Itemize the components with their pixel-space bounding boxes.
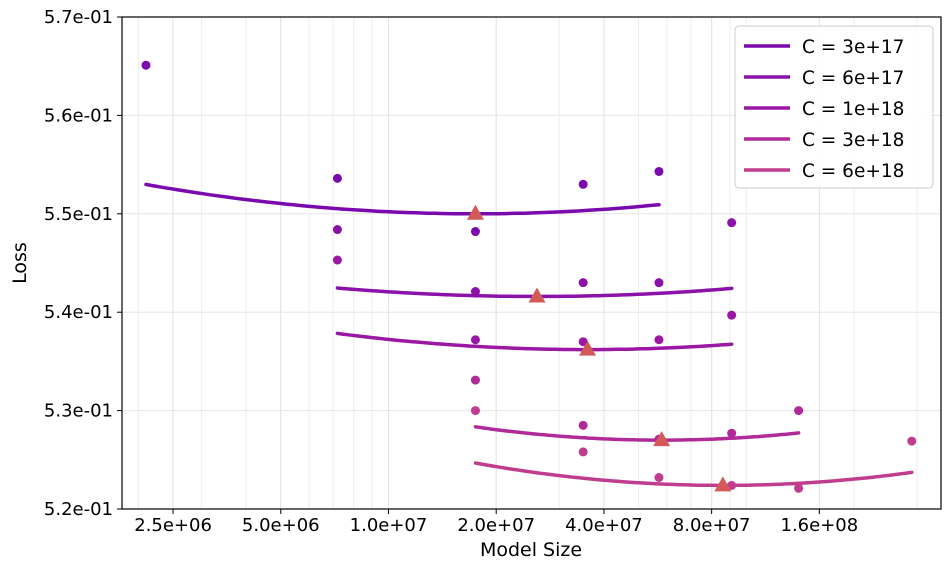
- data-point: [470, 227, 480, 237]
- data-point: [727, 310, 737, 320]
- data-point: [578, 337, 588, 347]
- data-point: [727, 218, 737, 228]
- x-tick-label: 5.0e+06: [242, 515, 320, 536]
- data-point: [794, 483, 804, 493]
- data-point: [470, 375, 480, 385]
- legend-label: C = 1e+18: [802, 99, 904, 120]
- grid: [122, 16, 941, 510]
- legend-label: C = 3e+17: [802, 37, 904, 58]
- data-point: [654, 335, 664, 345]
- data-point: [141, 60, 151, 70]
- y-tick-label: 5.6e-01: [44, 105, 113, 126]
- legend: C = 3e+17 C = 6e+17 C = 1e+18 C = 3e+18 C = …: [734, 25, 934, 189]
- optimal-marker: [466, 204, 484, 220]
- y-tick-label: 5.4e-01: [44, 302, 113, 323]
- data-point: [794, 406, 804, 416]
- data-point: [470, 287, 480, 297]
- data-point: [654, 473, 664, 483]
- data-point: [332, 173, 342, 183]
- x-axis-ticks: 2.5e+06 5.0e+06 1.0e+07 2.0e+07 4.0e+07 8.0e+…: [134, 509, 858, 536]
- optimal-markers: [466, 204, 732, 492]
- fit-curve: [335, 331, 734, 352]
- y-tick-label: 5.3e-01: [44, 401, 113, 422]
- legend-box: [734, 25, 934, 189]
- data-point: [654, 278, 664, 288]
- data-point: [654, 166, 664, 176]
- data-point: [578, 179, 588, 189]
- x-tick-label: 1.0e+07: [350, 515, 428, 536]
- data-point: [470, 406, 480, 416]
- fit-curve: [144, 182, 661, 216]
- optimal-marker: [579, 340, 597, 356]
- y-tick-label: 5.2e-01: [44, 499, 113, 520]
- fit-curve: [473, 425, 801, 442]
- optimal-marker: [714, 476, 732, 492]
- y-axis-ticks: 5.2e-01 5.3e-01 5.4e-01 5.5e-01 5.6e-01 5.7e-…: [44, 7, 122, 520]
- data-point: [332, 225, 342, 235]
- x-tick-label: 4.0e+07: [565, 515, 643, 536]
- data-point: [727, 480, 737, 490]
- x-tick-label: 8.0e+07: [673, 515, 751, 536]
- data-point: [907, 436, 917, 446]
- legend-label: C = 6e+18: [802, 161, 904, 182]
- x-tick-label: 2.0e+07: [457, 515, 535, 536]
- y-tick-label: 5.7e-01: [44, 7, 113, 28]
- data-point: [578, 420, 588, 430]
- fit-curve: [473, 461, 914, 488]
- x-tick-label: 2.5e+06: [134, 515, 212, 536]
- plot-frame: [121, 16, 942, 510]
- optimal-marker: [528, 287, 546, 303]
- data-point: [578, 278, 588, 288]
- data-point: [332, 255, 342, 265]
- data-point: [578, 447, 588, 457]
- optimal-marker: [653, 431, 671, 447]
- data-point: [727, 428, 737, 438]
- x-tick-label: 1.6e+08: [781, 515, 859, 536]
- legend-label: C = 6e+17: [802, 68, 904, 89]
- data-point: [470, 335, 480, 345]
- y-axis-title: Loss: [9, 242, 31, 284]
- x-axis-title: Model Size: [480, 539, 582, 561]
- y-tick-label: 5.5e-01: [44, 204, 113, 225]
- legend-label: C = 3e+18: [802, 130, 904, 151]
